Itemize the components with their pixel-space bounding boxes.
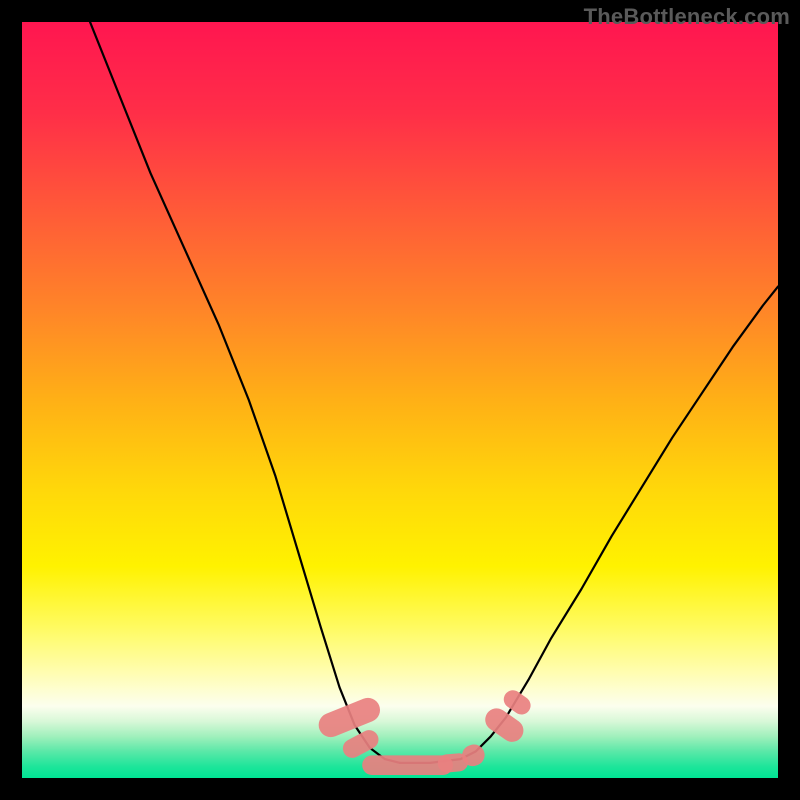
plot-area — [22, 22, 778, 778]
plot-svg — [22, 22, 778, 778]
watermark-text: TheBottleneck.com — [584, 4, 790, 30]
chart-frame: TheBottleneck.com — [0, 0, 800, 800]
